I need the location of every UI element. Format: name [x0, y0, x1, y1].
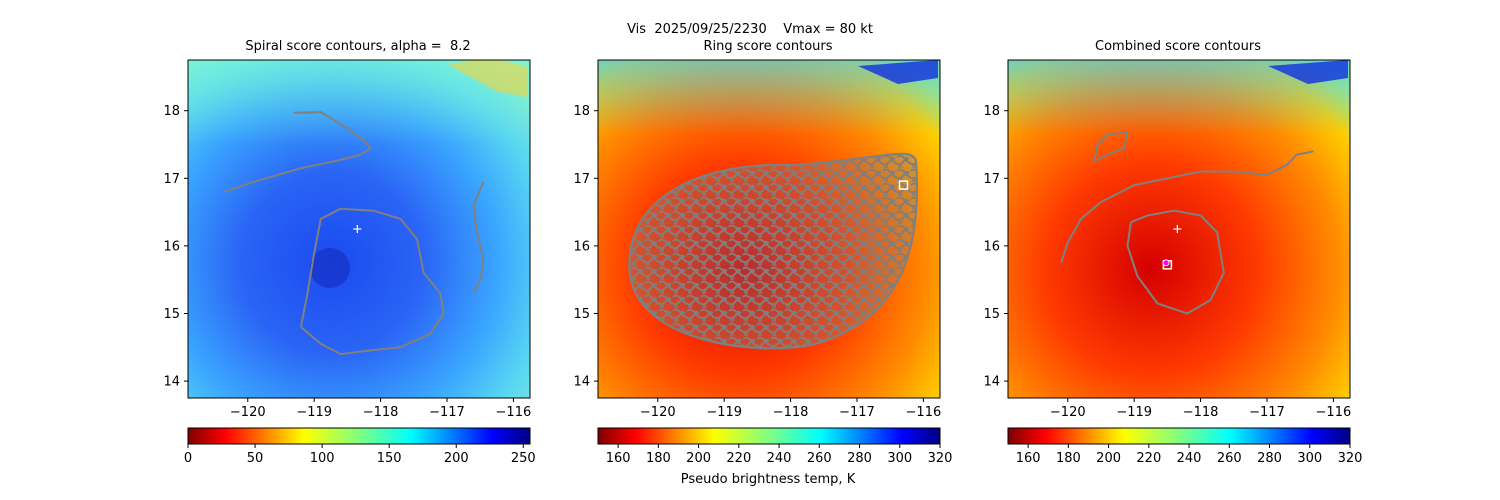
- panel-3-circle-marker: [1162, 259, 1170, 267]
- panel-2-ytick-label: 16: [573, 239, 590, 254]
- panel-3-xtick-label: −120: [1050, 405, 1086, 420]
- panel-3-colorbar-tick-label: 180: [1056, 451, 1081, 466]
- panel-2-colorbar-tick-label: 260: [807, 451, 832, 466]
- panel-2-xtick-label: −120: [640, 405, 676, 420]
- panel-3-frame: [1007, 59, 1351, 399]
- dense-ring-score-region-contour: [628, 152, 919, 350]
- panel-1: −120 −119 −118 −117 −116 14 15 16 17 18 0 50 100 150…: [163, 59, 536, 466]
- panel-3-colorbar: [1007, 427, 1351, 445]
- panel-3-colorbar-tick-label: 280: [1257, 451, 1282, 466]
- inner-core-ring-contour: [1126, 209, 1225, 315]
- panel-2-ytick-label: 17: [573, 172, 590, 187]
- panel-1-colorbar-tick-label: 150: [377, 451, 402, 466]
- panel-3: −120 −119 −118 −117 −116 14 15 16 17 18 160 180 200…: [983, 59, 1363, 466]
- panel-2-frame: [597, 59, 941, 399]
- panel-1-colorbar-tick-label: 250: [511, 451, 536, 466]
- panel-1-xtick-label: −116: [496, 405, 532, 420]
- panel-2-square-marker: [898, 180, 909, 190]
- panel-2-colorbar-tick-label: 240: [767, 451, 792, 466]
- panel-2-title: Ring score contours: [703, 39, 833, 54]
- panel-2-colorbar-tick-label: 180: [646, 451, 671, 466]
- panel-1-xtick-label: −117: [429, 405, 465, 420]
- panel-2-colorbar: [597, 427, 941, 445]
- panel-3-ytick-label: 17: [983, 172, 1000, 187]
- panel-3-colorbar-tick-label: 200: [1096, 451, 1121, 466]
- panel-3-xtick-label: −117: [1249, 405, 1285, 420]
- panel-2: −120 −119 −118 −117 −116 14 15 16 17 18 160 180 200…: [573, 59, 953, 466]
- panel-3-xtick-label: −119: [1116, 405, 1152, 420]
- panel-1-colorbar-tick-label: 100: [310, 451, 335, 466]
- panel-1-ytick-label: 18: [163, 104, 180, 119]
- panel-1-colorbar-tick-label: 50: [247, 451, 264, 466]
- panel-3-colorbar-tick-label: 300: [1297, 451, 1322, 466]
- panel-3-colorbar-tick-label: 240: [1177, 451, 1202, 466]
- panel-3-colorbar-tick-label: 220: [1136, 451, 1161, 466]
- panel-3-xtick-label: −118: [1183, 405, 1219, 420]
- panel-2-colorbar-tick-label: 320: [928, 451, 953, 466]
- northwest-small-loop-contour: [1093, 131, 1129, 163]
- panel-1-colorbar: [187, 427, 531, 445]
- spiral-band-outer-contour: [224, 111, 372, 193]
- figure-suptitle: Vis 2025/09/25/2230 Vmax = 80 kt: [627, 22, 873, 37]
- panel-1-xtick-label: −120: [230, 405, 266, 420]
- panel-2-colorbar-tick-label: 160: [606, 451, 631, 466]
- panel-3-title: Combined score contours: [1095, 39, 1261, 54]
- panel-3-ytick-label: 14: [983, 375, 1000, 390]
- panel-1-frame: [187, 59, 531, 399]
- panel-2-ytick-label: 15: [573, 307, 590, 322]
- colorbar-label: Pseudo brightness temp, K: [680, 472, 856, 487]
- panel-1-ytick-label: 16: [163, 239, 180, 254]
- panel-2-xtick-label: −118: [773, 405, 809, 420]
- panel-1-ytick-label: 15: [163, 307, 180, 322]
- panel-2-xtick-label: −117: [839, 405, 875, 420]
- panel-2-ytick-label: 14: [573, 375, 590, 390]
- panel-1-title: Spiral score contours, alpha = 8.2: [245, 39, 471, 54]
- combined-band-contour: [1060, 150, 1314, 264]
- panel-1-colorbar-tick-label: 0: [184, 451, 192, 466]
- panel-3-ytick-label: 18: [983, 104, 1000, 119]
- panel-3-ytick-label: 16: [983, 239, 1000, 254]
- panel-3-ytick-label: 15: [983, 307, 1000, 322]
- panel-3-center-marker: [1173, 225, 1182, 233]
- panel-1-xtick-label: −118: [363, 405, 399, 420]
- panel-3-colorbar-tick-label: 260: [1217, 451, 1242, 466]
- panel-2-colorbar-tick-label: 220: [726, 451, 751, 466]
- east-band-contour: [472, 181, 485, 294]
- panel-2-colorbar-tick-label: 300: [887, 451, 912, 466]
- eyewall-ring-contour: [299, 207, 445, 356]
- panel-1-ytick-label: 17: [163, 172, 180, 187]
- panel-3-xtick-label: −116: [1316, 405, 1352, 420]
- panel-2-xtick-label: −119: [706, 405, 742, 420]
- panel-1-center-marker: [353, 225, 362, 233]
- panel-2-ytick-label: 18: [573, 104, 590, 119]
- panel-3-colorbar-tick-label: 160: [1016, 451, 1041, 466]
- dense-ring-score-region-fill: [629, 153, 917, 349]
- panel-3-colorbar-tick-label: 320: [1338, 451, 1363, 466]
- panel-2-colorbar-tick-label: 280: [847, 451, 872, 466]
- panel-2-colorbar-tick-label: 200: [686, 451, 711, 466]
- panel-2-xtick-label: −116: [906, 405, 942, 420]
- panel-1-xtick-label: −119: [296, 405, 332, 420]
- panel-1-colorbar-tick-label: 200: [444, 451, 469, 466]
- panel-1-ytick-label: 14: [163, 375, 180, 390]
